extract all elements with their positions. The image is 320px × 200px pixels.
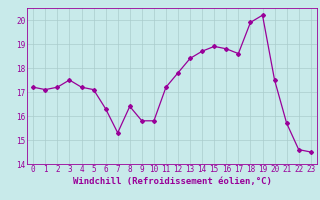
X-axis label: Windchill (Refroidissement éolien,°C): Windchill (Refroidissement éolien,°C) (73, 177, 271, 186)
